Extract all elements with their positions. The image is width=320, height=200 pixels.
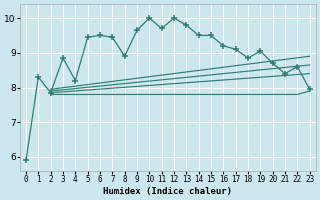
X-axis label: Humidex (Indice chaleur): Humidex (Indice chaleur) [103,187,232,196]
